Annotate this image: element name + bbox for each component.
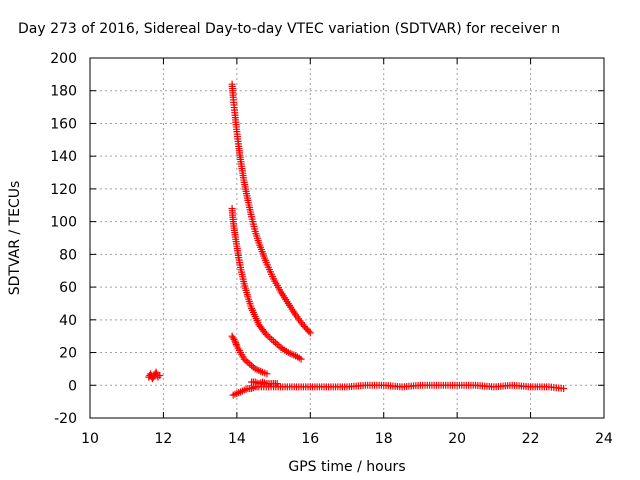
- x-tick-label: 14: [228, 431, 246, 447]
- data-point: [270, 337, 278, 345]
- data-point: [305, 327, 313, 335]
- y-tick-label: 100: [50, 215, 77, 231]
- x-tick-label: 24: [595, 431, 613, 447]
- data-point: [266, 334, 274, 342]
- x-tick-label: 16: [301, 431, 319, 447]
- grid-lines: [90, 58, 604, 418]
- y-tick-label: 40: [59, 313, 77, 329]
- data-point: [232, 339, 240, 347]
- y-tick-label: -20: [54, 411, 77, 427]
- data-point: [300, 322, 308, 330]
- x-tick-label: 18: [375, 431, 393, 447]
- y-tick-label: 20: [59, 346, 77, 362]
- data-point: [299, 321, 307, 329]
- data-point: [251, 378, 259, 386]
- data-point: [156, 371, 164, 379]
- plot-frame: [89, 57, 605, 419]
- data-point: [259, 378, 267, 386]
- data-point: [261, 329, 269, 337]
- y-tick-label: 180: [50, 84, 77, 100]
- y-axis-label: SDTVAR / TECUs: [7, 181, 23, 296]
- data-point: [153, 370, 161, 378]
- y-tick-label: 160: [50, 116, 77, 132]
- x-tick-label: 22: [522, 431, 540, 447]
- data-points: [145, 80, 568, 399]
- data-point: [273, 380, 281, 388]
- data-point: [263, 370, 271, 378]
- data-point: [242, 357, 250, 365]
- data-point: [268, 335, 276, 343]
- y-tick-label: 0: [68, 378, 77, 394]
- axis-ticks: 10 12 14 16 18 20 22 24 -20 0 20 40 60 80 100 120 140 160…: [50, 51, 613, 447]
- data-point: [230, 335, 238, 343]
- x-tick-label: 12: [155, 431, 173, 447]
- y-tick-label: 200: [50, 51, 77, 67]
- data-point: [560, 385, 568, 393]
- data-point: [248, 362, 256, 370]
- x-tick-label: 20: [448, 431, 466, 447]
- data-point: [297, 355, 305, 363]
- data-point: [232, 340, 240, 348]
- x-tick-label: 10: [81, 431, 99, 447]
- data-point: [264, 332, 272, 340]
- data-point: [248, 385, 256, 393]
- data-point: [152, 368, 160, 376]
- data-point: [302, 324, 310, 332]
- chart-title: Day 273 of 2016, Sidereal Day-to-day VTE…: [18, 21, 560, 37]
- y-tick-label: 80: [59, 247, 77, 263]
- data-point: [306, 329, 314, 337]
- data-point: [273, 340, 281, 348]
- data-point: [246, 360, 254, 368]
- y-tick-label: 120: [50, 182, 77, 198]
- data-point: [303, 326, 311, 334]
- y-tick-label: 60: [59, 280, 77, 296]
- x-axis-label: GPS time / hours: [288, 459, 405, 475]
- y-tick-label: 140: [50, 149, 77, 165]
- data-point: [231, 337, 239, 345]
- data-point: [271, 339, 279, 347]
- data-point: [244, 358, 252, 366]
